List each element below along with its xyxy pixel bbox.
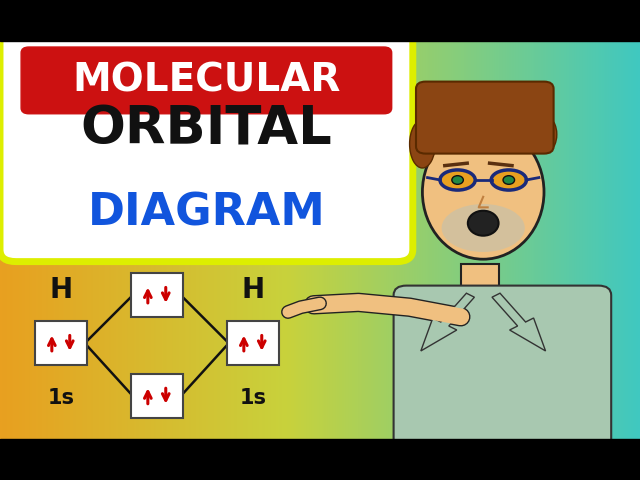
Text: ORBITAL: ORBITAL	[81, 104, 332, 156]
Text: DIAGRAM: DIAGRAM	[88, 192, 325, 235]
FancyBboxPatch shape	[21, 47, 392, 114]
Text: H: H	[241, 276, 264, 304]
Text: 1s: 1s	[47, 388, 74, 408]
Ellipse shape	[538, 118, 557, 151]
Ellipse shape	[410, 120, 435, 168]
FancyArrow shape	[421, 293, 474, 351]
Ellipse shape	[440, 170, 475, 190]
Ellipse shape	[492, 170, 526, 190]
Text: 1s: 1s	[239, 388, 266, 408]
FancyBboxPatch shape	[394, 286, 611, 449]
Ellipse shape	[468, 211, 499, 236]
Ellipse shape	[422, 125, 544, 259]
FancyBboxPatch shape	[131, 273, 183, 317]
Bar	[0, 0, 640, 41]
FancyBboxPatch shape	[35, 322, 87, 365]
Ellipse shape	[442, 204, 525, 252]
FancyBboxPatch shape	[227, 322, 279, 365]
Text: MOLECULAR: MOLECULAR	[72, 61, 340, 99]
Bar	[0, 439, 640, 480]
Ellipse shape	[452, 176, 463, 184]
FancyArrow shape	[492, 293, 545, 351]
FancyBboxPatch shape	[131, 374, 183, 418]
FancyBboxPatch shape	[416, 82, 554, 154]
Bar	[461, 264, 499, 298]
FancyBboxPatch shape	[0, 29, 413, 262]
Ellipse shape	[503, 176, 515, 184]
Text: H: H	[49, 276, 72, 304]
